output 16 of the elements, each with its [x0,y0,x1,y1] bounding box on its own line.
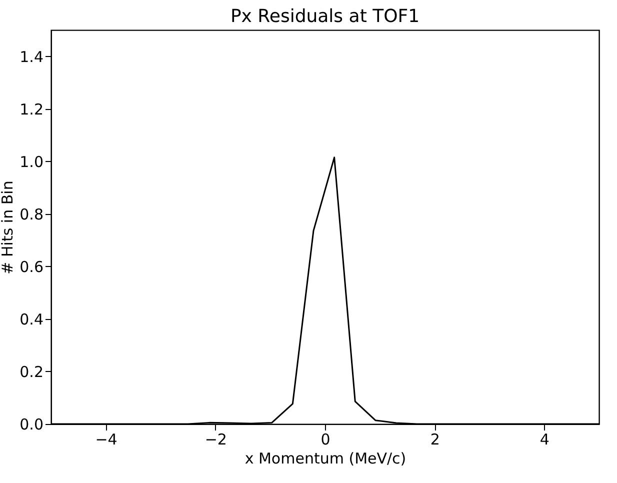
y-tick-label: 1.2 [20,100,44,118]
x-tick-label: −2 [204,430,227,448]
x-tick-label: 0 [320,430,330,448]
y-tick-label: 1.4 [20,48,44,66]
x-tick-label: −4 [95,430,118,448]
y-tick-label: 0.4 [20,310,44,328]
x-tick-label: 4 [540,430,550,448]
chart-title: Px Residuals at TOF1 [230,6,420,27]
x-tick-label: 2 [430,430,440,448]
y-tick-label: 0.6 [20,258,44,276]
y-tick-label: 0.0 [20,416,44,434]
y-axis-title: # Hits in Bin [0,180,17,274]
y-tick-label: 0.8 [20,205,44,224]
y-tick-label: 0.2 [20,362,44,381]
y-tick-label: 1.0 [20,152,44,171]
x-axis-title: x Momentum (MeV/c) [244,450,406,468]
